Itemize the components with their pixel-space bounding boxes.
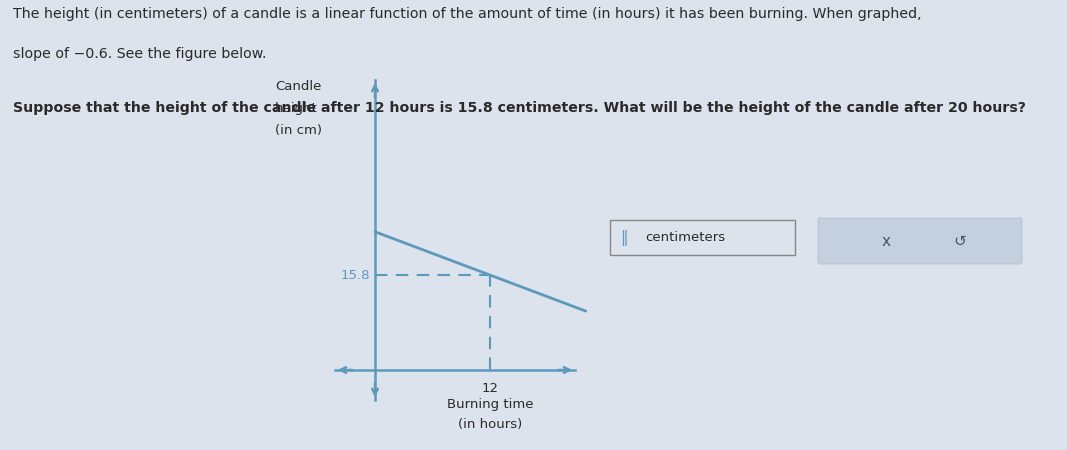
- Text: Burning time: Burning time: [447, 398, 534, 411]
- FancyBboxPatch shape: [610, 220, 795, 255]
- Text: 12: 12: [481, 382, 498, 395]
- Text: Candle: Candle: [275, 80, 321, 93]
- FancyBboxPatch shape: [818, 218, 1022, 264]
- Text: (in cm): (in cm): [275, 124, 322, 137]
- Text: Suppose that the height of the candle after 12 hours is 15.8 centimeters. What w: Suppose that the height of the candle af…: [13, 101, 1025, 115]
- Text: height: height: [275, 102, 318, 115]
- Text: 15.8: 15.8: [340, 269, 370, 282]
- Text: x: x: [881, 234, 891, 248]
- Text: slope of −0.6. See the figure below.: slope of −0.6. See the figure below.: [13, 47, 267, 61]
- Text: ↺: ↺: [954, 234, 967, 248]
- Text: centimeters: centimeters: [644, 231, 726, 244]
- Text: (in hours): (in hours): [458, 418, 522, 431]
- Text: ‖: ‖: [620, 230, 627, 246]
- Text: The height (in centimeters) of a candle is a linear function of the amount of ti: The height (in centimeters) of a candle …: [13, 7, 922, 21]
